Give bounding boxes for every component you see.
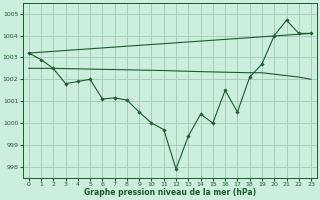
X-axis label: Graphe pression niveau de la mer (hPa): Graphe pression niveau de la mer (hPa) bbox=[84, 188, 256, 197]
